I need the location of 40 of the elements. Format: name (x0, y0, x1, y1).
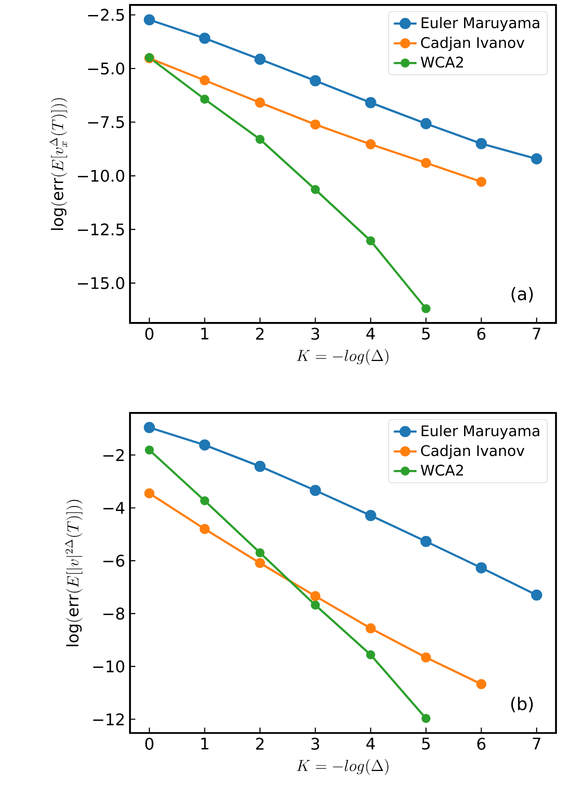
y-tick-label: −2.5 (88, 8, 124, 21)
x-tick-label: 4 (366, 328, 375, 340)
x-tick-label: 6 (477, 738, 486, 750)
legend-label: Euler Maruyama (422, 16, 540, 32)
y-tick-label: −15.0 (78, 277, 124, 290)
y-axis-title: $\mathrm{log}(\mathrm{err}(E[|v|^{2\Delta}(T)]))$ (64, 500, 82, 646)
x-tick-label: 5 (422, 738, 430, 750)
y-tick-label: −10 (93, 660, 124, 672)
y-tick-label: −12.5 (78, 223, 124, 236)
x-axis-title: $K = -log(\Delta)$ (296, 348, 388, 365)
x-tick-label: 7 (532, 738, 540, 750)
x-tick-label: 2 (256, 328, 264, 340)
y-tick-label: −12 (93, 713, 124, 726)
x-tick-label: 5 (422, 328, 430, 340)
x-tick-label: 1 (201, 328, 208, 340)
legend-label: Cadjan Ivanov (421, 36, 524, 51)
x-tick-label: 1 (201, 738, 208, 750)
x-tick-label: 6 (477, 328, 486, 340)
y-tick-label: −5.0 (88, 62, 124, 75)
x-tick-label: 3 (311, 738, 320, 750)
annotation: (a) (512, 286, 533, 302)
x-tick-label: 7 (532, 328, 540, 340)
x-tick-label: 3 (311, 328, 320, 340)
y-axis-title: $\mathrm{log}(\mathrm{err}(E[v_x^{\Delta}(T)]))$ (50, 98, 68, 230)
y-tick-label: −6 (103, 554, 124, 567)
legend-label: WCA2 (420, 56, 463, 68)
x-tick-label: 0 (145, 328, 154, 340)
legend-label: Cadjan Ivanov (421, 444, 524, 459)
y-tick-label: −7.5 (88, 116, 124, 128)
legend-label: Euler Maruyama (422, 424, 540, 440)
y-tick-label: −10.0 (78, 170, 124, 182)
x-axis-title: $K = -log(\Delta)$ (296, 758, 388, 775)
y-tick-label: −4 (103, 502, 124, 514)
legend-label: WCA2 (420, 464, 463, 476)
x-tick-label: 4 (366, 738, 375, 750)
annotation: (b) (511, 696, 533, 712)
y-tick-label: −2 (103, 449, 124, 461)
x-tick-label: 2 (256, 738, 264, 750)
x-tick-label: 0 (145, 738, 154, 750)
y-tick-label: −8 (103, 608, 124, 620)
